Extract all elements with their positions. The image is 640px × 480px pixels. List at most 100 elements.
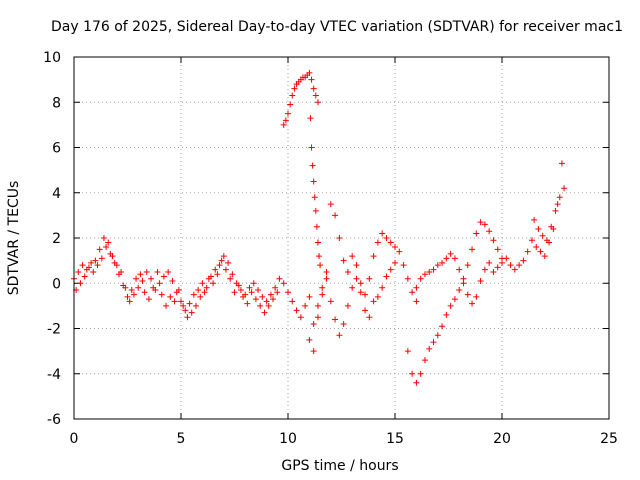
data-point bbox=[115, 271, 122, 278]
data-point bbox=[312, 207, 319, 214]
data-point bbox=[443, 311, 450, 318]
data-point bbox=[240, 293, 247, 300]
data-point bbox=[293, 307, 300, 314]
data-point bbox=[289, 92, 296, 99]
data-point bbox=[556, 194, 563, 201]
x-tick-label: 15 bbox=[386, 431, 404, 447]
series-mac1-track-d bbox=[307, 115, 324, 269]
data-point bbox=[79, 262, 86, 269]
data-point bbox=[319, 284, 326, 291]
data-point bbox=[165, 268, 172, 275]
data-point bbox=[259, 293, 266, 300]
data-point bbox=[308, 76, 315, 83]
data-point bbox=[344, 268, 351, 275]
data-point bbox=[413, 298, 420, 305]
data-point bbox=[379, 230, 386, 237]
data-point bbox=[434, 262, 441, 269]
data-point bbox=[246, 284, 253, 291]
data-point bbox=[201, 289, 208, 296]
data-point bbox=[272, 284, 279, 291]
data-point bbox=[447, 302, 454, 309]
data-point bbox=[265, 302, 272, 309]
data-point bbox=[310, 348, 317, 355]
data-point bbox=[289, 298, 296, 305]
data-point bbox=[225, 259, 232, 266]
data-point bbox=[370, 253, 377, 260]
data-point bbox=[323, 275, 330, 282]
data-point bbox=[539, 232, 546, 239]
data-point bbox=[490, 237, 497, 244]
data-point bbox=[184, 314, 191, 321]
data-point bbox=[267, 291, 274, 298]
data-point bbox=[387, 239, 394, 246]
series-mac1-track-f bbox=[310, 259, 398, 339]
data-point bbox=[383, 235, 390, 241]
data-point bbox=[220, 253, 227, 260]
data-point bbox=[383, 273, 390, 280]
data-point bbox=[464, 291, 471, 298]
y-tick-label: 8 bbox=[52, 95, 61, 111]
data-point bbox=[285, 289, 291, 296]
y-tick-label: 2 bbox=[52, 231, 61, 247]
data-point bbox=[451, 255, 458, 262]
data-point bbox=[430, 339, 437, 346]
data-point bbox=[548, 223, 555, 230]
data-point bbox=[88, 259, 95, 266]
data-point bbox=[516, 262, 523, 269]
data-point bbox=[313, 223, 320, 230]
data-point bbox=[543, 237, 550, 244]
data-point bbox=[520, 257, 527, 264]
data-point bbox=[554, 201, 561, 208]
data-point bbox=[133, 275, 140, 282]
data-point bbox=[552, 207, 559, 214]
data-point bbox=[103, 244, 110, 251]
data-point bbox=[186, 300, 193, 307]
data-point bbox=[404, 275, 411, 282]
data-point bbox=[285, 110, 291, 117]
series-mac1-track-c bbox=[280, 69, 321, 128]
data-point bbox=[499, 259, 505, 266]
data-point bbox=[494, 246, 501, 253]
data-point bbox=[291, 85, 298, 92]
data-point bbox=[192, 302, 199, 309]
data-point bbox=[336, 332, 343, 339]
data-point bbox=[421, 271, 428, 278]
y-tick-label: 10 bbox=[43, 50, 61, 66]
data-point bbox=[137, 271, 144, 278]
data-point bbox=[175, 287, 182, 294]
data-point bbox=[528, 237, 535, 244]
data-point bbox=[362, 291, 369, 298]
data-point bbox=[280, 280, 287, 287]
data-point bbox=[141, 289, 148, 296]
x-tick-label: 25 bbox=[600, 431, 618, 447]
data-point bbox=[417, 275, 424, 282]
data-point bbox=[317, 262, 324, 269]
data-point bbox=[357, 280, 364, 287]
x-tick-label: 20 bbox=[493, 431, 511, 447]
data-point bbox=[214, 271, 221, 278]
data-point bbox=[332, 212, 339, 219]
data-point bbox=[150, 284, 157, 291]
data-point bbox=[235, 282, 242, 289]
data-point bbox=[199, 280, 206, 287]
data-point bbox=[379, 284, 386, 291]
data-point bbox=[308, 144, 315, 151]
data-point bbox=[96, 246, 103, 253]
data-point bbox=[481, 221, 488, 228]
data-point bbox=[314, 99, 321, 106]
data-point bbox=[370, 298, 377, 305]
data-point bbox=[188, 309, 195, 316]
data-point bbox=[558, 160, 565, 167]
tick-layer: 0 5 10 15 20 25 -6 -4 -2 0 2 4 6 8 10 bbox=[43, 50, 618, 447]
data-point bbox=[421, 357, 428, 364]
data-point bbox=[447, 250, 454, 257]
data-point bbox=[171, 298, 178, 305]
data-point bbox=[541, 253, 548, 260]
series-mac1-track-i bbox=[531, 185, 568, 244]
data-point bbox=[349, 253, 356, 260]
data-point bbox=[197, 293, 204, 300]
data-point bbox=[218, 257, 225, 264]
data-point bbox=[111, 259, 118, 266]
data-point bbox=[205, 275, 212, 282]
data-point bbox=[417, 370, 424, 377]
